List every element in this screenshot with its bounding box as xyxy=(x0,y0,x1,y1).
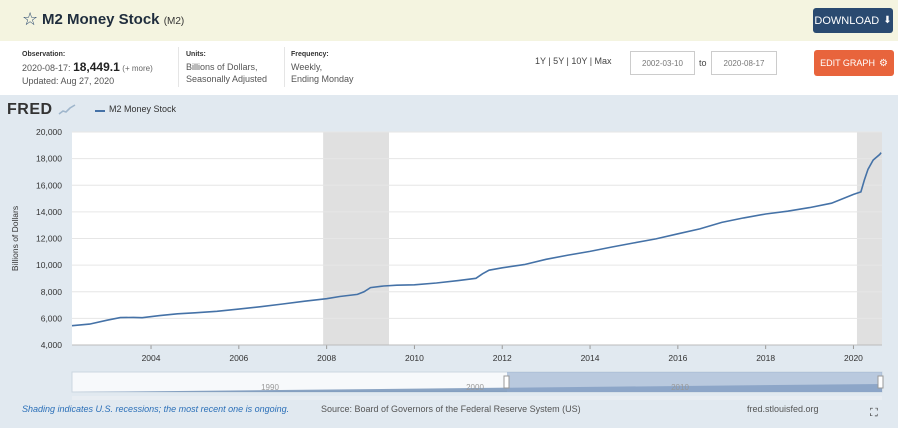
series-title-text: M2 Money Stock xyxy=(42,11,160,28)
frequency-line2: Ending Monday xyxy=(291,74,354,84)
navigator-label: 2010 xyxy=(671,383,689,392)
y-tick-label: 20,000 xyxy=(36,127,62,137)
navigator-left-handle xyxy=(503,375,510,389)
observation-block: Observation: 2020-08-17: 18,449.1 (+ mor… xyxy=(22,49,153,87)
observation-label: Observation: xyxy=(22,51,66,58)
fred-logo-graph-icon xyxy=(58,104,75,115)
units-block: Units: Billions of Dollars, Seasonally A… xyxy=(186,49,267,85)
units-label: Units: xyxy=(186,51,206,58)
end-date-input[interactable]: 2020-08-17 xyxy=(711,51,777,75)
plot-region: 4,000 6,000 8,000 10,000 12,000 14,000 16,000 1… xyxy=(10,127,884,400)
legend-label: M2 Money Stock xyxy=(109,104,177,114)
y-tick-label: 12,000 xyxy=(36,234,62,244)
x-tick-label: 2012 xyxy=(493,353,512,363)
header-bar: ☆ M2 Money Stock (M2) DOWNLOAD ⬇ xyxy=(0,0,898,41)
navigator-label: 1990 xyxy=(261,383,279,392)
x-tick-label: 2016 xyxy=(668,353,687,363)
y-tick-label: 14,000 xyxy=(36,207,62,217)
y-tick-label: 6,000 xyxy=(41,313,63,323)
download-icon: ⬇ xyxy=(883,15,892,26)
observation-value: 18,449.1 xyxy=(73,60,120,74)
fred-logo: FRED xyxy=(7,101,76,119)
fullscreen-icon[interactable]: ⛶ xyxy=(870,406,878,419)
divider xyxy=(284,47,285,87)
y-tick-label: 10,000 xyxy=(36,260,62,270)
navigator-label: 2000 xyxy=(466,383,484,392)
x-tick-label: 2008 xyxy=(317,353,336,363)
fred-logo-text: FRED xyxy=(7,101,53,118)
y-axis-label: Billions of Dollars xyxy=(10,206,20,271)
updated-date: Updated: Aug 27, 2020 xyxy=(22,76,115,86)
site-url[interactable]: fred.stlouisfed.org xyxy=(747,404,819,414)
recession-note: Shading indicates U.S. recessions; the m… xyxy=(22,404,290,414)
gear-icon: ⚙ xyxy=(878,57,888,69)
frequency-label: Frequency: xyxy=(291,51,329,58)
x-tick-label: 2006 xyxy=(229,353,248,363)
download-button[interactable]: DOWNLOAD ⬇ xyxy=(813,8,893,33)
x-tick-label: 2014 xyxy=(581,353,600,363)
range-selector[interactable]: 1Y | 5Y | 10Y | Max xyxy=(535,56,612,66)
date-range-to-label: to xyxy=(699,58,707,68)
navigator-selection xyxy=(507,372,882,392)
x-tick-label: 2020 xyxy=(844,353,863,363)
edit-graph-button[interactable]: EDIT GRAPH ⚙ xyxy=(814,50,894,76)
start-date-input[interactable]: 2002-03-10 xyxy=(630,51,695,75)
series-code: (M2) xyxy=(163,16,185,27)
series-line-m2 xyxy=(71,152,882,327)
legend-swatch xyxy=(95,110,105,112)
x-tick-label: 2018 xyxy=(756,353,775,363)
navigator-right-handle xyxy=(877,375,884,389)
chart-area: 4,000 6,000 8,000 10,000 12,000 14,000 16,000 1… xyxy=(10,127,884,400)
more-observations-link[interactable]: (+ more) xyxy=(122,64,153,73)
units-line2: Seasonally Adjusted xyxy=(186,74,268,84)
favorite-star-icon[interactable]: ☆ xyxy=(22,9,39,30)
observation-date: 2020-08-17: xyxy=(22,63,71,73)
edit-graph-label: EDIT GRAPH xyxy=(820,58,875,68)
source-text: Source: Board of Governors of the Federa… xyxy=(321,404,581,414)
series-title: M2 Money Stock (M2) xyxy=(42,11,184,28)
divider xyxy=(178,47,179,87)
x-tick-label: 2004 xyxy=(142,353,161,363)
frequency-block: Frequency: Weekly, Ending Monday xyxy=(291,49,354,85)
units-line1: Billions of Dollars, xyxy=(186,62,258,72)
y-tick-label: 16,000 xyxy=(36,180,62,190)
y-tick-label: 8,000 xyxy=(41,287,63,297)
x-tick-label: 2010 xyxy=(405,353,424,363)
download-label: DOWNLOAD xyxy=(814,14,880,27)
frequency-line1: Weekly, xyxy=(291,62,323,72)
navigator-scrollbar xyxy=(72,396,882,400)
y-tick-label: 4,000 xyxy=(41,340,63,350)
y-tick-label: 18,000 xyxy=(36,154,62,164)
